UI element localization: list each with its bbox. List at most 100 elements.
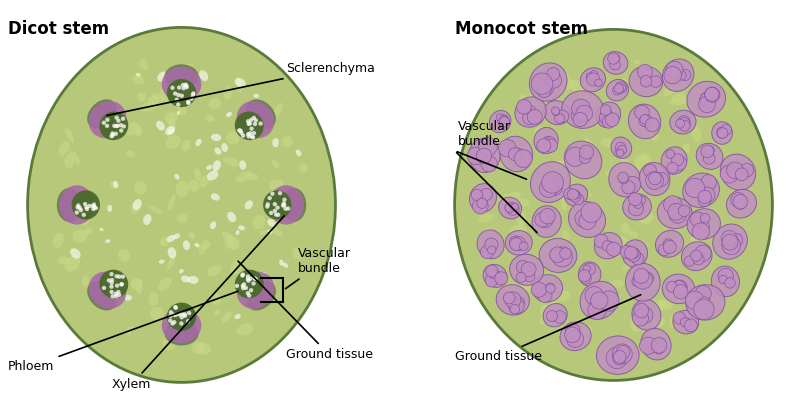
Circle shape	[120, 282, 124, 286]
Ellipse shape	[161, 89, 171, 104]
Ellipse shape	[668, 283, 684, 297]
Ellipse shape	[99, 228, 103, 231]
Circle shape	[718, 276, 727, 284]
Circle shape	[173, 305, 178, 309]
Circle shape	[679, 120, 690, 131]
Circle shape	[278, 191, 282, 195]
Circle shape	[489, 270, 502, 282]
Circle shape	[473, 198, 488, 214]
Ellipse shape	[246, 173, 258, 180]
Circle shape	[102, 121, 106, 125]
Circle shape	[663, 196, 682, 214]
Circle shape	[174, 98, 179, 102]
Circle shape	[639, 337, 657, 354]
Circle shape	[270, 192, 274, 196]
Circle shape	[572, 191, 580, 199]
Circle shape	[191, 91, 195, 96]
Circle shape	[618, 84, 626, 92]
Circle shape	[630, 249, 639, 258]
Circle shape	[667, 162, 678, 173]
Ellipse shape	[178, 82, 190, 89]
Circle shape	[184, 83, 189, 88]
Ellipse shape	[630, 115, 642, 127]
Circle shape	[490, 270, 498, 279]
Circle shape	[554, 114, 565, 123]
Circle shape	[672, 281, 686, 295]
Ellipse shape	[584, 138, 593, 148]
Circle shape	[634, 105, 650, 120]
Ellipse shape	[629, 66, 662, 96]
Ellipse shape	[214, 147, 222, 155]
Ellipse shape	[165, 322, 198, 345]
Ellipse shape	[293, 193, 304, 202]
Circle shape	[182, 314, 187, 318]
Ellipse shape	[182, 140, 191, 152]
Circle shape	[625, 246, 638, 259]
Ellipse shape	[642, 154, 652, 162]
Circle shape	[573, 112, 587, 127]
Circle shape	[658, 244, 670, 256]
Circle shape	[110, 294, 115, 299]
Ellipse shape	[162, 67, 202, 102]
Ellipse shape	[57, 188, 81, 222]
Ellipse shape	[167, 79, 196, 107]
Circle shape	[606, 347, 628, 368]
Ellipse shape	[149, 205, 162, 214]
Ellipse shape	[597, 336, 639, 374]
Circle shape	[672, 280, 687, 295]
Ellipse shape	[124, 295, 132, 301]
Ellipse shape	[213, 160, 221, 171]
Ellipse shape	[687, 209, 721, 239]
Ellipse shape	[158, 71, 168, 82]
Circle shape	[121, 274, 125, 279]
Ellipse shape	[510, 254, 544, 285]
Ellipse shape	[506, 191, 521, 201]
Ellipse shape	[131, 202, 139, 214]
Ellipse shape	[560, 322, 591, 351]
Ellipse shape	[570, 199, 578, 208]
Circle shape	[486, 265, 498, 277]
Circle shape	[567, 189, 578, 200]
Circle shape	[590, 71, 598, 78]
Ellipse shape	[237, 77, 242, 93]
Circle shape	[572, 99, 590, 118]
Ellipse shape	[224, 87, 232, 100]
Circle shape	[246, 132, 250, 136]
Circle shape	[190, 96, 194, 101]
Ellipse shape	[152, 93, 164, 102]
Ellipse shape	[250, 103, 254, 110]
Ellipse shape	[649, 123, 658, 141]
Ellipse shape	[227, 212, 236, 222]
Ellipse shape	[690, 314, 698, 321]
Ellipse shape	[627, 230, 638, 238]
Ellipse shape	[209, 293, 222, 304]
Circle shape	[615, 82, 627, 93]
Ellipse shape	[609, 162, 641, 197]
Ellipse shape	[197, 343, 211, 355]
Ellipse shape	[691, 125, 701, 141]
Ellipse shape	[167, 257, 175, 270]
Ellipse shape	[544, 100, 570, 125]
Circle shape	[650, 76, 662, 87]
Ellipse shape	[570, 80, 585, 94]
Circle shape	[244, 286, 248, 290]
Circle shape	[636, 308, 650, 321]
Ellipse shape	[544, 242, 557, 253]
Ellipse shape	[132, 75, 144, 85]
Ellipse shape	[577, 90, 589, 100]
Circle shape	[740, 164, 754, 177]
Circle shape	[485, 238, 498, 251]
Circle shape	[565, 327, 580, 343]
Ellipse shape	[478, 213, 494, 223]
Ellipse shape	[160, 237, 170, 246]
Ellipse shape	[581, 82, 595, 93]
Circle shape	[705, 87, 720, 102]
Circle shape	[531, 282, 546, 297]
Ellipse shape	[158, 277, 172, 291]
Circle shape	[481, 156, 498, 172]
Ellipse shape	[271, 160, 279, 168]
Ellipse shape	[65, 256, 80, 272]
Circle shape	[511, 203, 518, 210]
Circle shape	[546, 283, 554, 291]
Circle shape	[114, 294, 118, 298]
